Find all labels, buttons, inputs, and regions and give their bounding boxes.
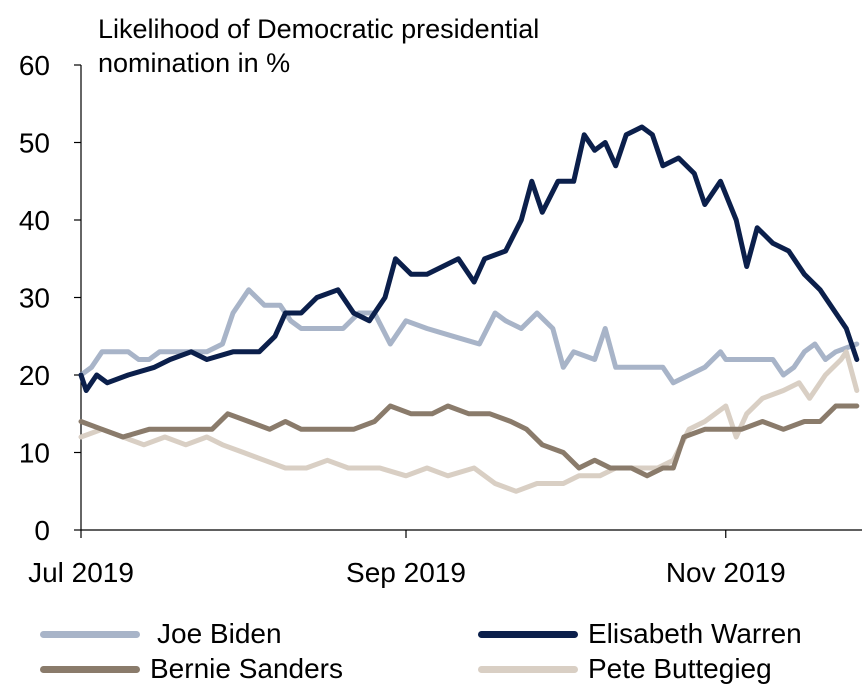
y-axis: 0 10 20 30 40 50 60 (19, 50, 82, 546)
x-tick-label: Jul 2019 (28, 557, 134, 588)
plot-area (78, 124, 860, 494)
x-axis: Jul 2019 Sep 2019 Nov 2019 (28, 529, 862, 588)
y-tick-label: 0 (34, 515, 50, 546)
series-line-elisabeth-warren (78, 124, 860, 393)
y-tick-label: 30 (19, 283, 50, 314)
chart-title-line-2: nomination in % (98, 48, 291, 78)
chart-title: Likelihood of Democratic presidential no… (98, 12, 539, 80)
chart-title-line-1: Likelihood of Democratic presidential (98, 14, 540, 44)
y-tick-label: 10 (19, 438, 50, 469)
series-line-joe-biden (78, 287, 860, 386)
x-tick-label: Sep 2019 (346, 557, 466, 588)
x-tick-label: Nov 2019 (666, 557, 786, 588)
y-tick-label: 60 (19, 50, 50, 81)
y-tick-label: 50 (19, 128, 50, 159)
y-tick-label: 40 (19, 205, 50, 236)
series-line-pete-buttegieg (78, 349, 860, 494)
y-tick-label: 20 (19, 360, 50, 391)
series-line-bernie-sanders (78, 403, 860, 479)
